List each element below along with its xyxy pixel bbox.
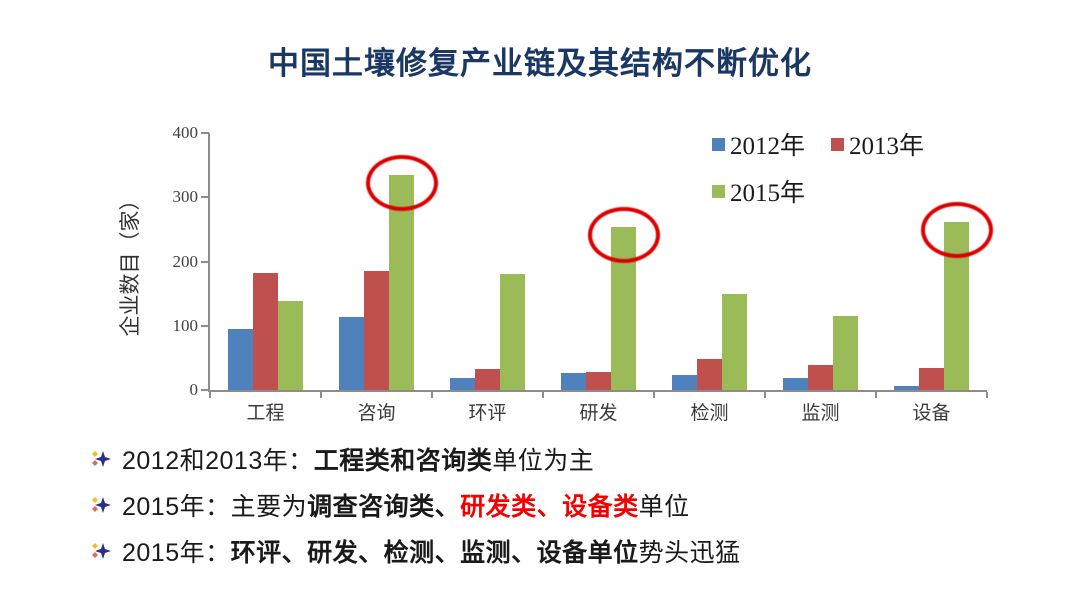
- highlight-circle-咨询: [365, 154, 438, 211]
- bullet-text-2: 2015年：主要为调查咨询类、研发类、设备类单位: [122, 487, 690, 523]
- bullet-list: 2012和2013年：工程类和咨询类单位为主 2015年：主要为调查咨询类、研发类…: [92, 436, 741, 574]
- bullet-text-1: 2012和2013年：工程类和咨询类单位为主: [122, 441, 594, 477]
- star-bullet-icon: [92, 542, 112, 560]
- legend-row-1: 2012年 2013年: [712, 126, 950, 162]
- bullet-text-3: 2015年：环评、研发、检测、监测、设备单位势头迅猛: [122, 533, 741, 569]
- legend-swatch-2013: [831, 137, 845, 151]
- bar-group-工程: 工程: [210, 133, 321, 424]
- star-bullet-icon: [92, 496, 112, 514]
- x-tick-mark-0: [209, 392, 211, 398]
- y-tick-mark-400: [201, 132, 209, 134]
- bar-2013年-工程: [253, 273, 278, 390]
- bullet-row-3: 2015年：环评、研发、检测、监测、设备单位势头迅猛: [92, 528, 741, 574]
- x-tick-mark-6: [875, 392, 877, 398]
- bullet-segment: 2012和2013年：: [122, 447, 314, 475]
- bar-2012年-监测: [783, 378, 808, 390]
- y-tick-mark-300: [201, 196, 209, 199]
- legend-swatch-2012: [712, 137, 725, 151]
- bar-2013年-咨询: [364, 271, 389, 390]
- x-tick-mark-3: [542, 392, 544, 398]
- legend-item-2012: 2012年: [712, 126, 805, 162]
- legend-item-2013: 2013年: [831, 126, 924, 162]
- bar-2015年-监测: [833, 315, 858, 390]
- bullet-row-2: 2015年：主要为调查咨询类、研发类、设备类单位: [92, 482, 741, 528]
- bar-2012年-检测: [672, 374, 697, 390]
- legend-label-2012: 2012年: [730, 133, 806, 160]
- bullet-segment: 单位为主: [492, 447, 595, 475]
- legend-row-2: 2015年: [712, 173, 950, 209]
- x-tick-mark-4: [653, 392, 655, 398]
- x-label-设备: 设备: [912, 403, 951, 424]
- bullet-segment: 研发类、设备类: [460, 493, 639, 521]
- page-title: 中国土壤修复产业链及其结构不断优化: [268, 46, 812, 81]
- bar-2013年-监测: [808, 364, 833, 390]
- y-tick-label-0: 0: [189, 380, 199, 399]
- y-tick-label-100: 100: [172, 315, 199, 335]
- plot-area: 0 100 200 300 400 工程 咨询 环评 研发 检测 监测 设备: [173, 123, 993, 424]
- bar-2015年-检测: [722, 294, 747, 390]
- bar-2013年-设备: [919, 368, 944, 390]
- y-tick-label-400: 400: [172, 123, 199, 142]
- y-tick-mark-100: [201, 324, 209, 327]
- bar-2013年-环评: [475, 369, 500, 390]
- bar-group-监测: 监测: [765, 133, 876, 424]
- legend-swatch-2015: [712, 184, 725, 198]
- y-tick-label-300: 300: [172, 187, 199, 207]
- bullet-segment: 调查咨询类、: [307, 493, 461, 521]
- x-tick-mark-2: [431, 392, 433, 398]
- bullet-segment: 单位: [638, 493, 690, 521]
- bullet-segment: 环评、研发、检测、监测、设备单位: [230, 539, 639, 567]
- legend-label-2015: 2015年: [730, 180, 806, 207]
- bar-group-检测: 检测: [654, 133, 765, 424]
- x-label-研发: 研发: [579, 403, 618, 424]
- bar-2013年-检测: [697, 359, 722, 390]
- bar-group-研发: 研发: [543, 133, 654, 424]
- bar-2015年-环评: [500, 274, 525, 390]
- x-label-工程: 工程: [246, 403, 285, 424]
- bullet-segment: 2015年：主要为: [122, 493, 308, 521]
- bar-2012年-工程: [228, 329, 253, 390]
- bullet-segment: 势头迅猛: [638, 539, 741, 567]
- x-tick-mark-1: [320, 392, 322, 398]
- y-tick-mark-0: [201, 389, 209, 391]
- y-tick-mark-200: [201, 260, 209, 263]
- bar-2012年-研发: [561, 373, 586, 390]
- x-label-监测: 监测: [801, 403, 840, 424]
- star-bullet-icon: [92, 450, 112, 468]
- bar-2012年-设备: [894, 386, 919, 390]
- x-tick-mark-7: [986, 392, 988, 398]
- x-label-检测: 检测: [690, 403, 729, 424]
- bar-group-咨询: 咨询: [321, 133, 432, 424]
- bullet-segment: 2015年：: [122, 539, 231, 567]
- bar-group-环评: 环评: [432, 133, 543, 424]
- y-axis-title: 企业数目（家）: [119, 189, 142, 337]
- y-tick-label-200: 200: [172, 251, 199, 271]
- x-label-咨询: 咨询: [357, 403, 396, 424]
- bar-2012年-咨询: [339, 316, 364, 390]
- legend-label-2013: 2013年: [849, 133, 925, 160]
- bullet-segment: 工程类和咨询类: [313, 447, 493, 475]
- bar-2015年-工程: [278, 300, 303, 390]
- bar-2013年-研发: [586, 372, 611, 390]
- x-label-环评: 环评: [468, 403, 507, 424]
- legend-item-2015: 2015年: [712, 173, 805, 209]
- chart-legend: 2012年 2013年 2015年: [712, 126, 950, 220]
- bullet-row-1: 2012和2013年：工程类和咨询类单位为主: [92, 436, 741, 482]
- highlight-circle-设备: [920, 202, 993, 259]
- x-tick-mark-5: [764, 392, 766, 398]
- bar-2012年-环评: [450, 378, 475, 390]
- highlight-circle-研发: [587, 207, 660, 264]
